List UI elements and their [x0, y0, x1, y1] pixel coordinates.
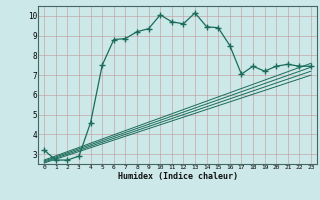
X-axis label: Humidex (Indice chaleur): Humidex (Indice chaleur) — [118, 172, 238, 181]
